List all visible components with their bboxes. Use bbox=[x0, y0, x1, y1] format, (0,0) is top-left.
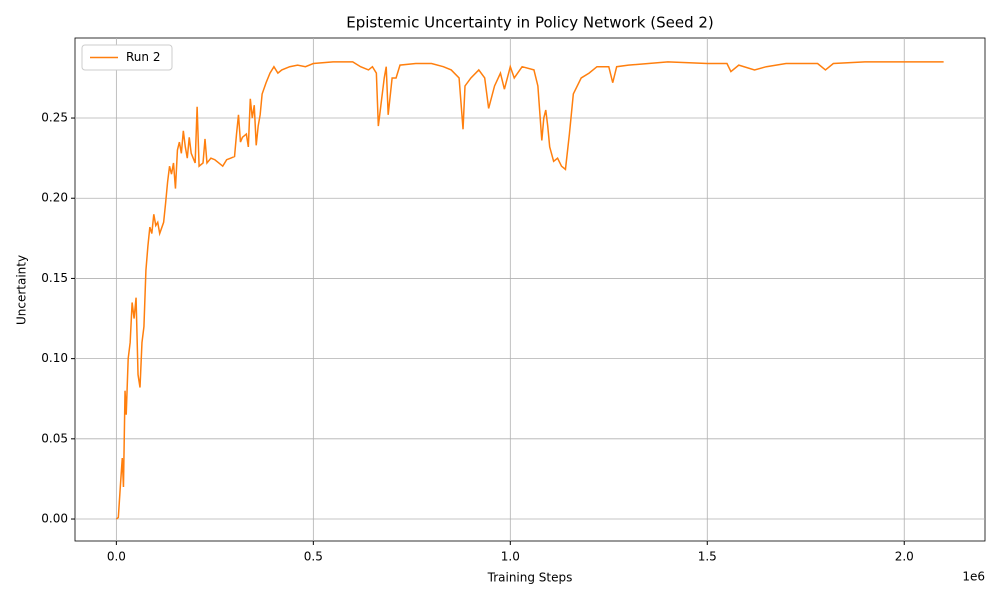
y-tick-label: 0.05 bbox=[41, 431, 68, 445]
y-tick-label: 0.10 bbox=[41, 351, 68, 365]
plot-frame bbox=[74, 37, 986, 542]
x-offset-label: 1e6 bbox=[962, 570, 985, 584]
y-tick-label: 0.25 bbox=[41, 111, 68, 125]
chart-title: Epistemic Uncertainty in Policy Network … bbox=[346, 14, 714, 32]
x-tick-label: 2.0 bbox=[895, 550, 914, 564]
y-tick-label: 0.00 bbox=[41, 512, 68, 526]
x-tick-label: 0.5 bbox=[304, 550, 323, 564]
x-tick-label: 0.0 bbox=[107, 550, 126, 564]
y-tick-label: 0.20 bbox=[41, 191, 68, 205]
y-axis-label: Uncertainty bbox=[15, 255, 29, 325]
legend-label: Run 2 bbox=[126, 50, 160, 64]
legend-box bbox=[81, 44, 173, 71]
y-tick-label: 0.15 bbox=[41, 271, 68, 285]
x-tick-label: 1.0 bbox=[501, 550, 520, 564]
x-tick-label: 1.5 bbox=[698, 550, 717, 564]
x-axis-label: Training Steps bbox=[487, 571, 573, 585]
data-line bbox=[115, 61, 944, 520]
